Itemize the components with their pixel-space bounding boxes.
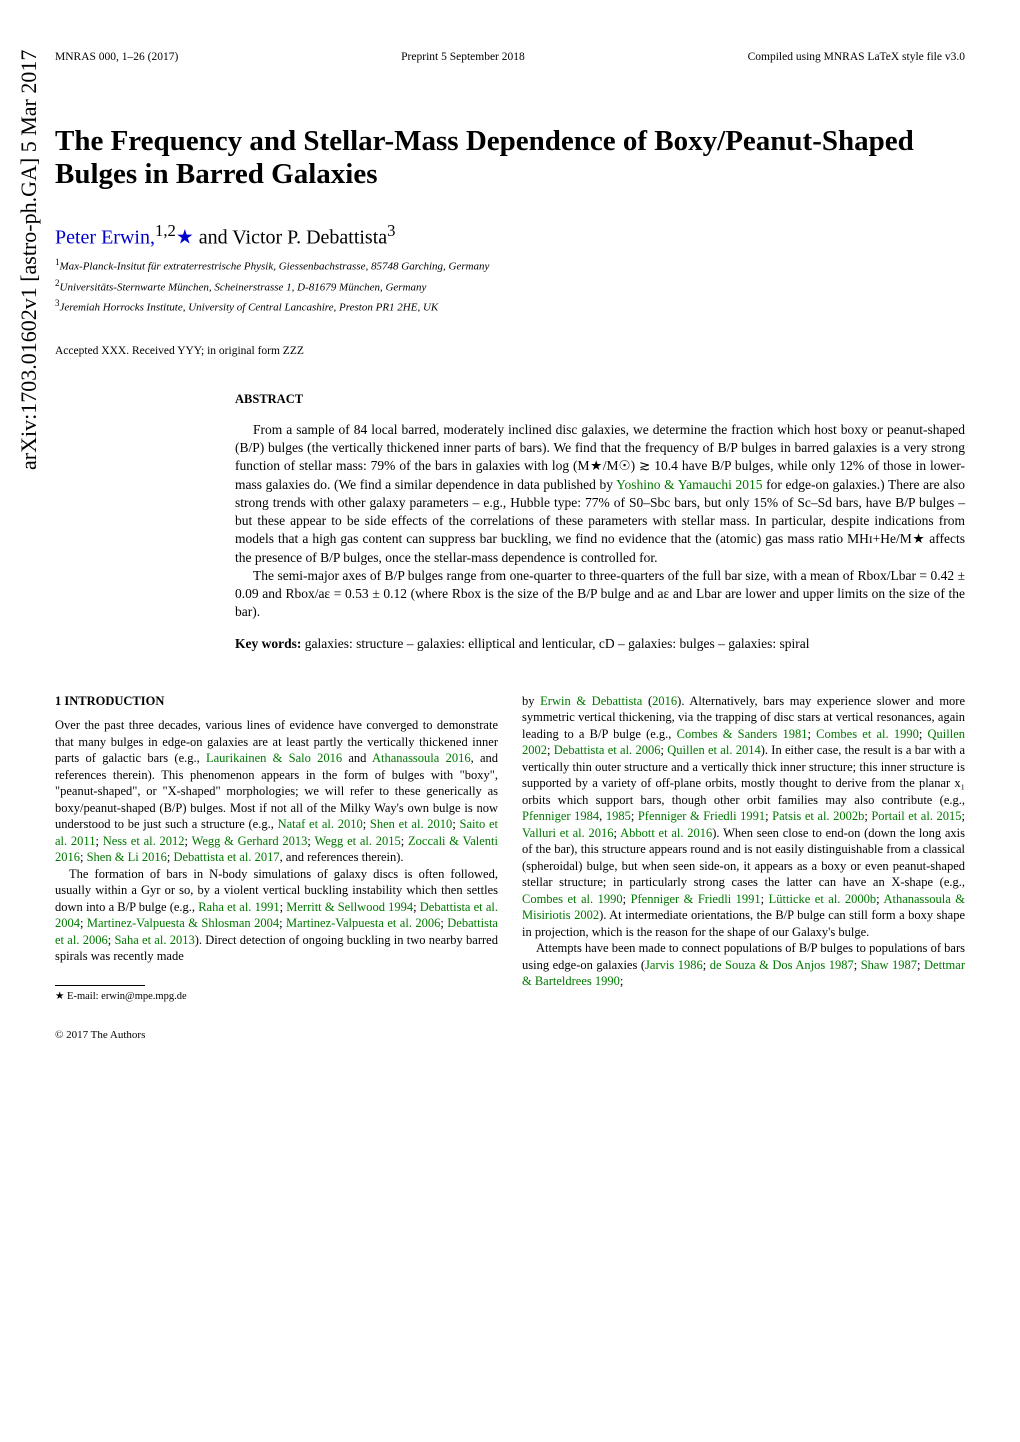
keywords-label: Key words: — [235, 636, 301, 651]
copyright: © 2017 The Authors — [55, 1028, 498, 1043]
authors-line: Peter Erwin,1,2★ and Victor P. Debattist… — [55, 220, 965, 251]
left-column: 1 INTRODUCTION Over the past three decad… — [55, 693, 498, 1042]
citation[interactable]: Nataf et al. 2010 — [278, 817, 363, 831]
citation[interactable]: Raha et al. 1991 — [198, 900, 279, 914]
citation[interactable]: Portail et al. 2015 — [871, 809, 961, 823]
citation[interactable]: Shen et al. 2010 — [370, 817, 452, 831]
header-right: Compiled using MNRAS LaTeX style file v3… — [748, 50, 965, 65]
citation[interactable]: Pfenniger & Friedli 1991 — [631, 892, 761, 906]
affiliation-2: 2Universitäts-Sternwarte München, Schein… — [55, 277, 965, 296]
footnote-rule — [55, 985, 145, 986]
citation[interactable]: 1985 — [606, 809, 631, 823]
affiliation-1: 1Max-Planck-Insitut für extraterrestrisc… — [55, 256, 965, 275]
citation[interactable]: Athanassoula 2016 — [372, 751, 471, 765]
accepted-line: Accepted XXX. Received YYY; in original … — [55, 344, 965, 359]
citation[interactable]: Debattista et al. 2017 — [173, 850, 279, 864]
citation[interactable]: Laurikainen & Salo 2016 — [206, 751, 342, 765]
intro-p4: Attempts have been made to connect popul… — [522, 940, 965, 990]
intro-p3: by Erwin & Debattista (2016). Alternativ… — [522, 693, 965, 941]
citation[interactable]: Valluri et al. 2016 — [522, 826, 614, 840]
page-header: MNRAS 000, 1–26 (2017) Preprint 5 Septem… — [55, 50, 965, 65]
citation[interactable]: Patsis et al. 2002b — [772, 809, 864, 823]
abstract-body: From a sample of 84 local barred, modera… — [235, 421, 965, 621]
citation[interactable]: Pfenniger 1984 — [522, 809, 599, 823]
citation[interactable]: Yoshino & Yamauchi 2015 — [616, 477, 762, 492]
paper-title: The Frequency and Stellar-Mass Dependenc… — [55, 125, 965, 192]
author-1: Peter Erwin, — [55, 226, 155, 248]
header-left: MNRAS 000, 1–26 (2017) — [55, 50, 178, 65]
citation[interactable]: Quillen et al. 2014 — [667, 743, 761, 757]
citation[interactable]: de Souza & Dos Anjos 1987 — [710, 958, 854, 972]
body-columns: 1 INTRODUCTION Over the past three decad… — [55, 693, 965, 1042]
citation[interactable]: Abbott et al. 2016 — [620, 826, 712, 840]
abstract-p2: The semi-major axes of B/P bulges range … — [235, 567, 965, 622]
author-2-affil: 3 — [387, 221, 395, 240]
author-and: and Victor P. Debattista — [194, 226, 387, 248]
citation[interactable]: 2016 — [652, 694, 677, 708]
affiliation-3: 3Jeremiah Horrocks Institute, University… — [55, 297, 965, 316]
citation[interactable]: Merritt & Sellwood 1994 — [286, 900, 413, 914]
citation[interactable]: Combes et al. 1990 — [522, 892, 623, 906]
intro-p1: Over the past three decades, various lin… — [55, 717, 498, 866]
citation[interactable]: Martinez-Valpuesta & Shlosman 2004 — [87, 916, 279, 930]
citation[interactable]: Wegg et al. 2015 — [314, 834, 400, 848]
abstract-p1: From a sample of 84 local barred, modera… — [235, 421, 965, 567]
abstract-heading: ABSTRACT — [235, 391, 965, 407]
keywords-line: Key words: galaxies: structure – galaxie… — [235, 635, 965, 653]
citation[interactable]: Jarvis 1986 — [645, 958, 703, 972]
citation[interactable]: Martinez-Valpuesta et al. 2006 — [286, 916, 440, 930]
author-1-affil: 1,2 — [155, 221, 176, 240]
arxiv-identifier: arXiv:1703.01602v1 [astro-ph.GA] 5 Mar 2… — [15, 50, 44, 470]
citation[interactable]: Ness et al. 2012 — [103, 834, 185, 848]
citation[interactable]: Saha et al. 2013 — [114, 933, 194, 947]
right-column: by Erwin & Debattista (2016). Alternativ… — [522, 693, 965, 1042]
citation[interactable]: Lütticke et al. 2000b — [769, 892, 877, 906]
intro-p2: The formation of bars in N-body simulati… — [55, 866, 498, 965]
citation[interactable]: Wegg & Gerhard 2013 — [192, 834, 308, 848]
header-center: Preprint 5 September 2018 — [401, 50, 525, 65]
citation[interactable]: Debattista et al. 2006 — [554, 743, 661, 757]
section-1-heading: 1 INTRODUCTION — [55, 693, 498, 710]
footnote-email: ★ E-mail: erwin@mpe.mpg.de — [55, 990, 498, 1004]
citation[interactable]: Erwin & Debattista — [540, 694, 642, 708]
keywords-text: galaxies: structure – galaxies: elliptic… — [301, 636, 809, 651]
citation[interactable]: Combes & Sanders 1981 — [677, 727, 808, 741]
citation[interactable]: Shaw 1987 — [861, 958, 917, 972]
citation[interactable]: Combes et al. 1990 — [816, 727, 919, 741]
citation[interactable]: Pfenniger & Friedli 1991 — [638, 809, 765, 823]
citation[interactable]: Shen & Li 2016 — [87, 850, 167, 864]
corresponding-star: ★ — [176, 226, 194, 248]
